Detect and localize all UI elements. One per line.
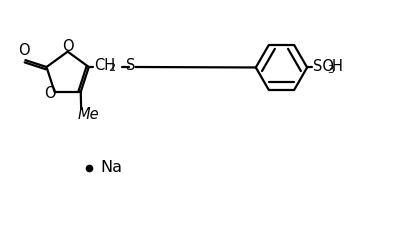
Text: SO: SO	[313, 59, 334, 74]
Text: S: S	[126, 58, 136, 73]
Text: O: O	[62, 38, 74, 54]
Text: O: O	[44, 86, 55, 101]
Text: 2: 2	[108, 63, 115, 73]
Text: H: H	[332, 59, 343, 74]
Text: Na: Na	[101, 161, 123, 175]
Text: 3: 3	[327, 65, 334, 76]
Text: CH: CH	[94, 58, 115, 73]
Text: O: O	[18, 44, 29, 58]
Text: Me: Me	[78, 107, 99, 122]
